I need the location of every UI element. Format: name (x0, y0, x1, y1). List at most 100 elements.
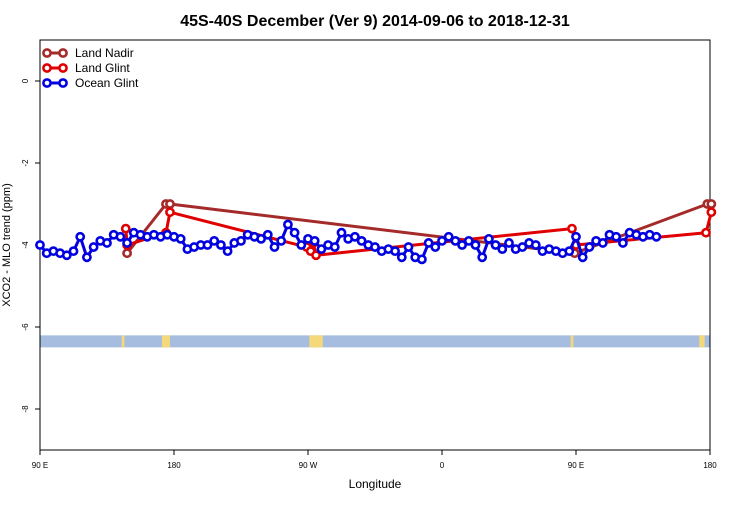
point-1-7 (311, 250, 321, 261)
point-2-59 (430, 242, 441, 252)
point-2-66 (477, 252, 488, 263)
point-2-67 (483, 233, 494, 244)
point-2-6 (75, 231, 86, 242)
series-ocean-glint (35, 219, 662, 265)
land-mask-strip (40, 335, 710, 348)
point-2-65 (470, 240, 481, 250)
point-2-10 (102, 238, 112, 248)
point-2-41 (309, 235, 320, 246)
point-2-25 (202, 240, 213, 250)
point-2-21 (175, 233, 186, 244)
x-axis: 90 E 180 90 W 0 90 E 180 (32, 450, 717, 470)
point-2-74 (530, 240, 541, 250)
y-tick-label-2: -4 (21, 241, 30, 249)
point-2-72 (517, 242, 528, 252)
point-2-54 (396, 252, 407, 263)
point-2-62 (450, 235, 461, 246)
legend-marker-left-1 (42, 63, 52, 73)
point-2-38 (289, 227, 300, 238)
point-2-50 (370, 242, 380, 252)
point-2-8 (88, 242, 99, 252)
legend-label-2: Ocean Glint (75, 76, 139, 90)
y-tick-label-1: -2 (21, 159, 30, 167)
x-tick-label-5: 180 (703, 461, 717, 470)
point-2-36 (276, 235, 287, 246)
point-2-39 (296, 240, 307, 250)
point-2-61 (443, 231, 454, 242)
land-mask-span-0 (121, 335, 125, 348)
x-tick-label-4: 90 E (568, 461, 584, 470)
point-2-84 (597, 238, 608, 248)
point-2-92 (651, 231, 662, 242)
point-1-3 (165, 207, 175, 218)
point-2-57 (416, 254, 427, 265)
point-2-44 (329, 242, 340, 252)
point-2-64 (463, 235, 474, 246)
point-2-5 (68, 246, 79, 257)
point-2-4 (61, 250, 72, 261)
y-tick-label-4: -8 (21, 405, 30, 413)
land-mask-span-4 (699, 335, 705, 348)
x-tick-label-3: 0 (440, 461, 445, 470)
legend-label-1: Land Glint (75, 61, 130, 75)
legend-marker-right-2 (58, 78, 68, 88)
legend-marker-left-0 (42, 48, 52, 58)
land-mask-span-1 (161, 335, 170, 348)
point-2-42 (316, 244, 327, 254)
x-tick-label-0: 90 E (32, 461, 48, 470)
land-mask-span-2 (309, 335, 323, 348)
point-0-0 (122, 248, 132, 259)
point-2-33 (256, 233, 266, 244)
point-1-0 (120, 223, 131, 234)
point-2-63 (457, 240, 467, 250)
point-2-48 (356, 235, 367, 246)
point-2-26 (209, 235, 220, 246)
point-2-80 (571, 231, 581, 242)
point-2-79 (564, 246, 575, 257)
point-2-60 (437, 235, 447, 246)
point-2-28 (222, 246, 233, 257)
land-mask-span-3 (570, 335, 574, 348)
point-2-86 (611, 231, 622, 242)
point-2-7 (82, 252, 92, 263)
point-2-53 (390, 246, 400, 257)
point-2-0 (35, 240, 45, 250)
series-layer (35, 199, 717, 265)
x-axis-label: Longitude (349, 477, 402, 491)
point-2-37 (282, 219, 293, 230)
point-2-27 (215, 240, 226, 250)
point-2-81 (577, 252, 588, 263)
y-axis-label: XCO2 - MLO trend (ppm) (1, 183, 13, 306)
point-2-70 (504, 238, 514, 248)
point-2-30 (236, 235, 246, 246)
point-1-8 (567, 223, 577, 234)
point-2-68 (490, 240, 501, 250)
point-2-13 (122, 238, 132, 248)
legend-marker-right-0 (58, 48, 68, 58)
point-2-45 (336, 227, 347, 238)
point-2-34 (262, 229, 273, 240)
point-2-12 (115, 231, 126, 242)
series-land-nadir (122, 199, 717, 259)
legend-marker-right-1 (58, 63, 68, 73)
point-1-11 (706, 207, 717, 218)
point-2-55 (403, 242, 414, 252)
point-0-5 (706, 199, 717, 209)
x-tick-label-1: 180 (167, 461, 181, 470)
point-2-58 (423, 238, 434, 248)
y-tick-label-3: -6 (21, 323, 30, 331)
x-tick-label-2: 90 W (299, 461, 318, 470)
ocean-mask-band (40, 335, 710, 348)
point-2-87 (618, 238, 628, 248)
legend-marker-left-2 (42, 78, 52, 88)
point-2-82 (584, 242, 595, 252)
chart-title: 45S-40S December (Ver 9) 2014-09-06 to 2… (180, 13, 570, 30)
legend-label-0: Land Nadir (75, 46, 134, 60)
point-2-69 (497, 244, 508, 254)
point-2-35 (269, 242, 280, 252)
point-2-47 (349, 231, 360, 242)
point-0-2 (165, 199, 175, 209)
point-1-10 (701, 227, 711, 238)
